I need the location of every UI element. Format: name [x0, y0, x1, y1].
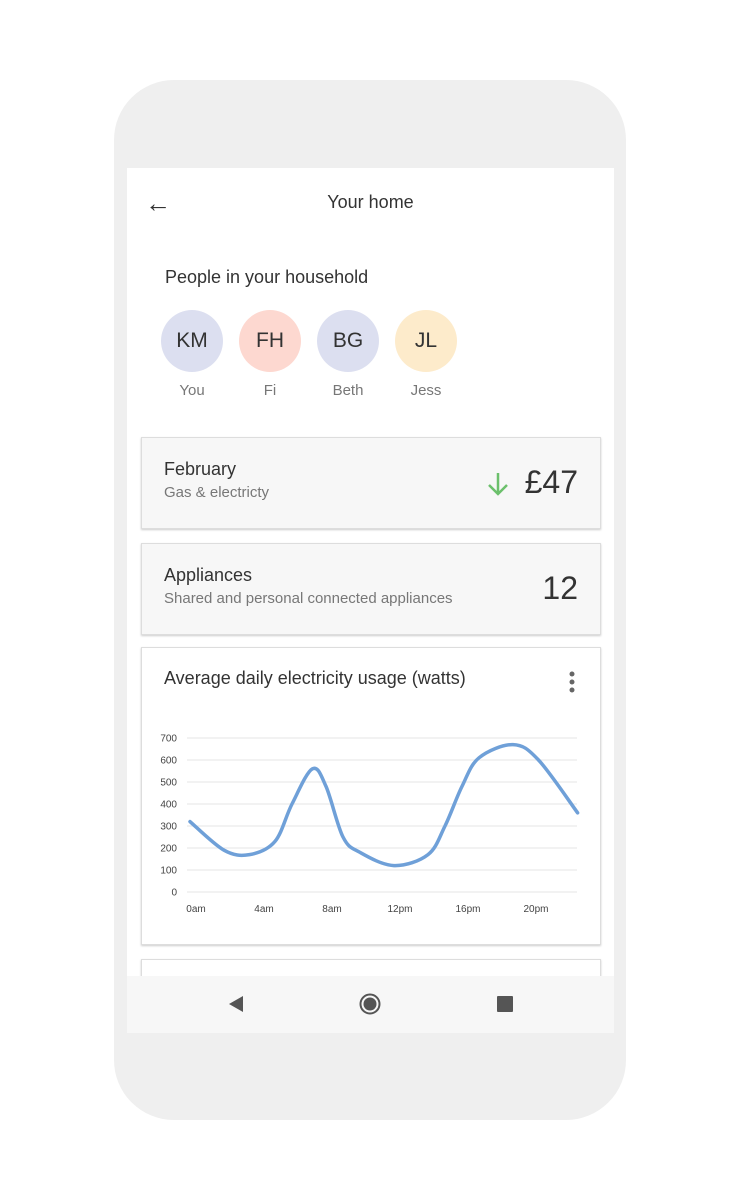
avatar[interactable]: JL: [395, 310, 457, 372]
nav-recents-icon[interactable]: [497, 996, 513, 1012]
usage-line: [188, 742, 580, 868]
usage-chart: 0 100 200 300 400 500 600 700 0am 4am 8am 12pm 16pm 2…: [160, 734, 580, 915]
household-title: People in your household: [165, 267, 369, 287]
y-tick-label: 600: [160, 756, 177, 767]
avatar-initials: BG: [332, 329, 364, 352]
billing-amount: £47: [524, 464, 578, 500]
billing-title: February: [164, 459, 237, 479]
screen: ← Your home People in your household KM …: [127, 168, 614, 1033]
nav-back-icon[interactable]: [227, 995, 245, 1013]
y-tick-label: 0: [171, 888, 177, 899]
person-name: Fi: [263, 382, 277, 399]
nav-home-icon[interactable]: [359, 993, 381, 1015]
billing-card[interactable]: February Gas & electricty £47: [141, 437, 601, 529]
navigation-bar: [127, 976, 614, 1033]
arrow-left-icon[interactable]: ←: [145, 188, 171, 218]
appliances-count: 12: [542, 570, 578, 606]
avatar-initials: JL: [414, 329, 438, 352]
person-name: You: [179, 382, 205, 399]
y-tick-label: 100: [160, 866, 177, 877]
x-tick-label: 12pm: [387, 904, 412, 915]
usage-title: Average daily electricity usage (watts): [164, 668, 466, 688]
x-tick-label: 8am: [322, 904, 341, 915]
avatar-initials: FH: [256, 329, 284, 352]
person-name: Beth: [332, 382, 364, 399]
avatar[interactable]: KM: [161, 310, 223, 372]
appliances-card[interactable]: Appliances Shared and personal connected…: [141, 543, 601, 635]
x-tick-label: 0am: [186, 904, 205, 915]
y-tick-label: 400: [160, 800, 177, 811]
page-title: Your home: [327, 192, 414, 212]
avatar-initials: KM: [176, 329, 208, 352]
usage-card: Average daily electricity usage (watts): [141, 647, 601, 945]
avatar[interactable]: BG: [317, 310, 379, 372]
y-tick-label: 200: [160, 844, 177, 855]
appliances-title: Appliances: [164, 565, 253, 585]
x-tick-label: 4am: [254, 904, 273, 915]
y-tick-label: 700: [160, 734, 177, 745]
y-tick-label: 300: [160, 822, 177, 833]
arrow-down-icon: [488, 473, 508, 496]
x-tick-label: 16pm: [455, 904, 480, 915]
more-vert-icon[interactable]: [568, 670, 576, 694]
y-tick-label: 500: [160, 778, 177, 789]
appliances-subtitle: Shared and personal connected appliances: [164, 590, 453, 607]
avatar[interactable]: FH: [239, 310, 301, 372]
x-tick-label: 20pm: [523, 904, 548, 915]
person-name: Jess: [410, 382, 442, 399]
billing-subtitle: Gas & electricty: [164, 484, 270, 501]
